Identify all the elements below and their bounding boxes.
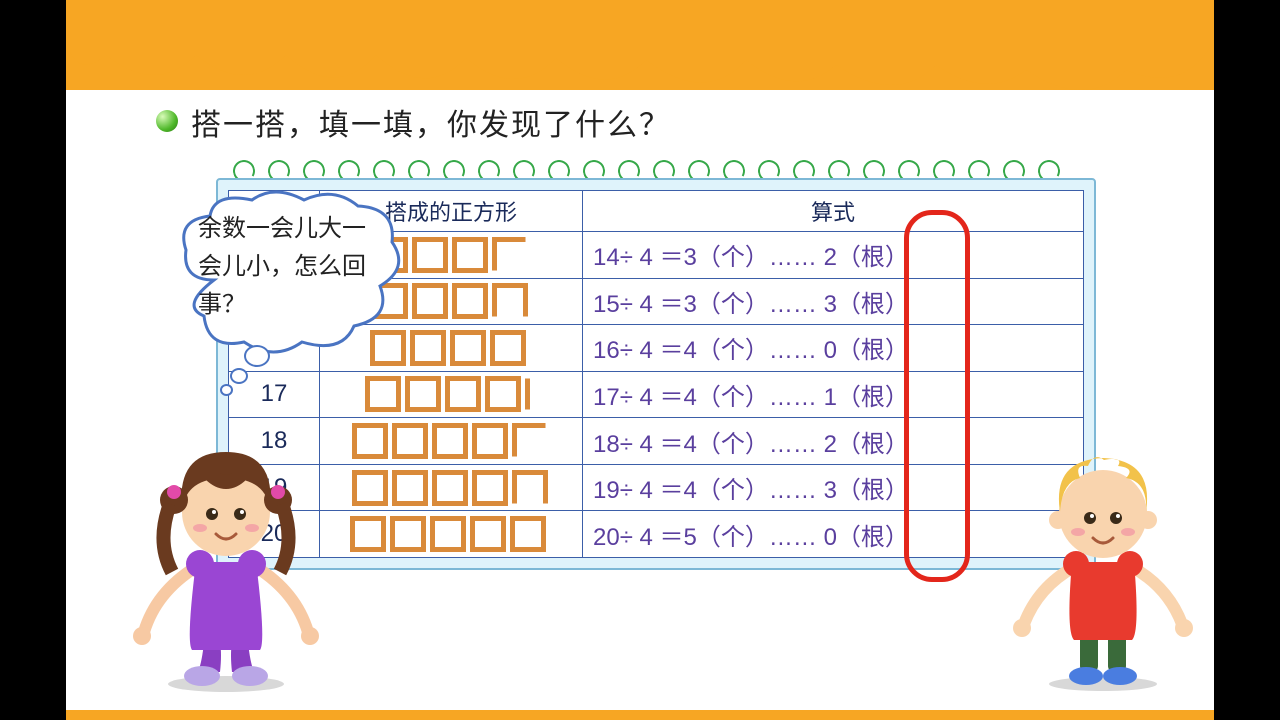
- thought-bubble: 余数一会儿大一会儿小，怎么回事？: [174, 190, 394, 380]
- table-row: 1818÷ 4 ＝4（个）…… 2（根）: [229, 418, 1084, 465]
- header-equation: 算式: [583, 191, 1084, 232]
- slide-title: 搭一搭，填一填，你发现了什么？: [191, 100, 671, 144]
- bubble-text: 余数一会儿大一会儿小，怎么回事？: [198, 210, 388, 324]
- slide: 搭一搭，填一填，你发现了什么？ 搭成的正方形 算式 14÷ 4 ＝3（个）…… …: [66, 0, 1214, 720]
- cell-equation: 16÷ 4 ＝4（个）…… 0（根）: [583, 325, 1084, 372]
- bubble-dot-icon: [244, 345, 270, 367]
- table-row: 1919÷ 4 ＝4（个）…… 3（根）: [229, 464, 1084, 511]
- cloud-top-border: [66, 0, 1214, 90]
- cell-equation: 17÷ 4 ＝4（个）…… 1（根）: [583, 371, 1084, 418]
- cell-squares: [320, 511, 583, 558]
- cell-equation: 14÷ 4 ＝3（个）…… 2（根）: [583, 232, 1084, 279]
- bullet-icon: [156, 110, 178, 132]
- girl-character-icon: [126, 392, 326, 692]
- bubble-dot-icon: [230, 368, 248, 384]
- cell-squares: [320, 464, 583, 511]
- footer-border: [66, 710, 1214, 720]
- cell-equation: 15÷ 4 ＝3（个）…… 3（根）: [583, 278, 1084, 325]
- cell-squares: [320, 418, 583, 465]
- table-row: 2020÷ 4 ＝5（个）…… 0（根）: [229, 511, 1084, 558]
- boy-character-icon: [1008, 412, 1198, 692]
